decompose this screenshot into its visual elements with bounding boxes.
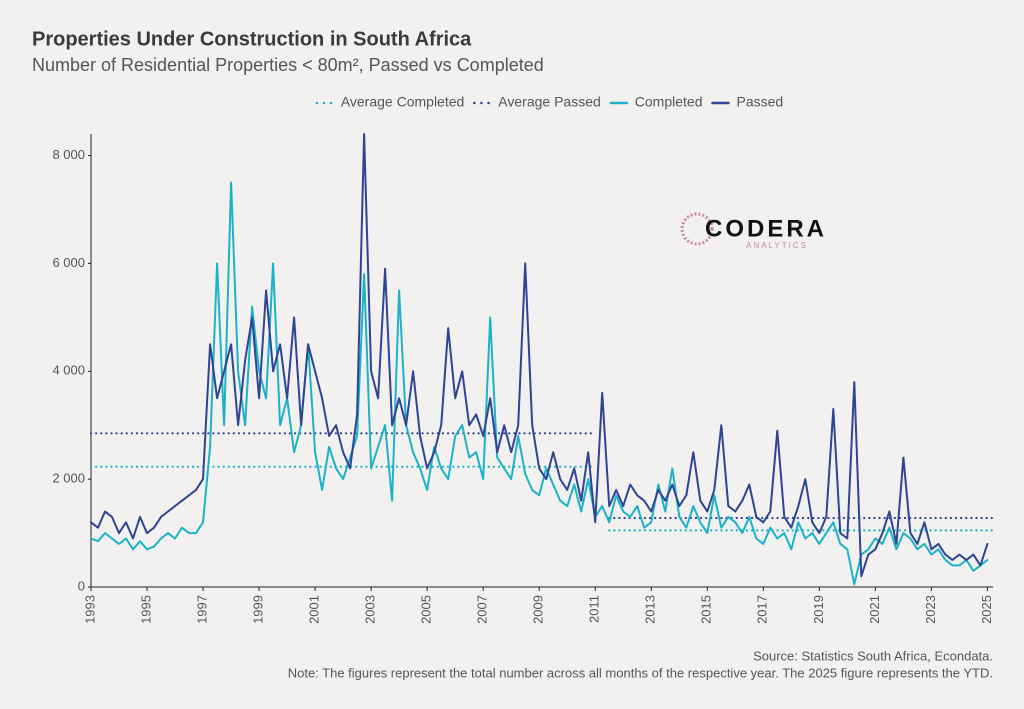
x-tick-label: 1993 xyxy=(82,595,97,624)
legend-label: Average Completed xyxy=(341,94,464,110)
series-line xyxy=(90,181,989,586)
x-tick-label: 2015 xyxy=(699,595,714,624)
y-tick-label: 4 000 xyxy=(52,363,85,378)
x-tick-label: 1995 xyxy=(138,595,153,624)
x-tick-label: 2023 xyxy=(923,595,938,624)
x-tick-label: 1997 xyxy=(194,595,209,624)
y-tick-label: 6 000 xyxy=(52,255,85,270)
y-tick-label: 0 xyxy=(78,578,85,593)
y-tick-label: 2 000 xyxy=(52,471,85,486)
x-tick-label: 2003 xyxy=(363,595,378,624)
x-tick-label: 2009 xyxy=(531,595,546,624)
x-tick-label: 2025 xyxy=(979,595,994,624)
series-line xyxy=(90,133,989,578)
chart-subtitle: Number of Residential Properties < 80m²,… xyxy=(32,55,544,75)
x-tick-label: 2013 xyxy=(643,595,658,624)
source: Source: Statistics South Africa, Econdat… xyxy=(753,648,993,663)
x-tick-label: 2021 xyxy=(867,595,882,624)
x-tick-label: 2017 xyxy=(755,595,770,624)
x-tick-label: 2011 xyxy=(587,595,602,623)
x-tick-label: 2019 xyxy=(811,595,826,624)
note: Note: The figures represent the total nu… xyxy=(288,665,993,680)
legend-label: Completed xyxy=(635,94,703,110)
x-tick-label: 2005 xyxy=(419,595,434,624)
x-tick-label: 2007 xyxy=(475,595,490,624)
logo-tagline: ANALYTICS xyxy=(746,241,808,250)
chart-title: Properties Under Construction in South A… xyxy=(32,28,472,50)
logo-name: CODERA xyxy=(705,215,827,242)
legend-label: Average Passed xyxy=(498,94,600,110)
legend-label: Passed xyxy=(736,94,783,110)
x-tick-label: 2001 xyxy=(307,595,322,624)
x-tick-label: 1999 xyxy=(251,595,266,624)
y-tick-label: 8 000 xyxy=(52,147,85,162)
logo-icon xyxy=(680,212,714,246)
